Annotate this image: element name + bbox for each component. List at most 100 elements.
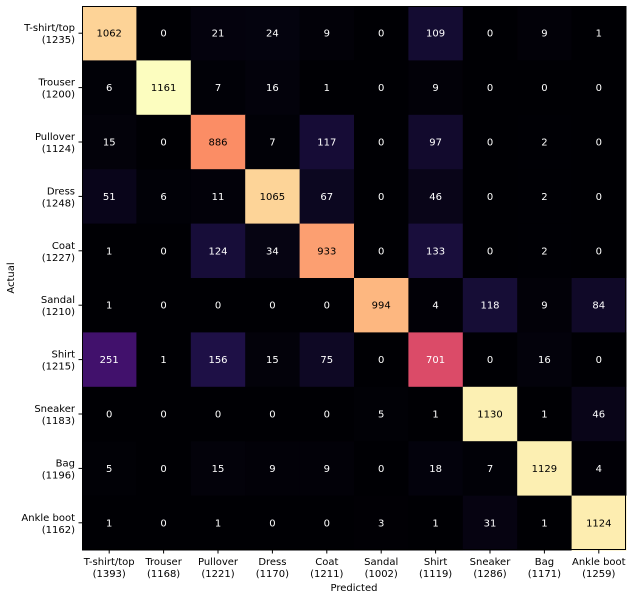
cell-value-label: 0 xyxy=(160,464,166,475)
cell-value-label: 9 xyxy=(324,464,330,475)
x-tick-label: Pullover xyxy=(198,557,239,568)
heatmap-cell xyxy=(462,169,518,225)
heatmap-cell xyxy=(136,223,192,279)
cell-value-label: 0 xyxy=(378,192,384,203)
x-tick-label: Bag xyxy=(535,557,554,568)
cell-value-label: 0 xyxy=(378,29,384,40)
cell-value-label: 0 xyxy=(269,518,275,529)
cell-value-label: 0 xyxy=(215,301,221,312)
heatmap-cell xyxy=(354,332,409,388)
heatmap-cell xyxy=(136,6,192,61)
heatmap-cell xyxy=(517,6,573,61)
cell-value-label: 2 xyxy=(541,192,547,203)
y-tick-total: (1227) xyxy=(42,253,75,264)
heatmap-cell xyxy=(462,332,518,388)
heatmap-cell xyxy=(245,495,301,551)
heatmap-cell xyxy=(245,6,301,61)
cell-value-label: 0 xyxy=(487,83,493,94)
heatmap-cell xyxy=(517,169,573,225)
plot-frame xyxy=(82,6,626,550)
cell-value-label: 0 xyxy=(487,138,493,149)
heatmap-cell xyxy=(299,278,355,333)
heatmap-cell xyxy=(354,60,409,116)
heatmap-cell xyxy=(354,223,409,279)
heatmap-cell xyxy=(82,278,137,333)
x-tick-total: (1002) xyxy=(365,569,398,580)
cell-value-label: 0 xyxy=(378,464,384,475)
heatmap-cell xyxy=(299,169,355,225)
cell-value-label: 0 xyxy=(106,410,112,421)
y-tick-label: Sandal xyxy=(41,295,75,306)
heatmap-cell xyxy=(136,114,192,170)
cell-value-label: 0 xyxy=(160,518,166,529)
cell-value-label: 0 xyxy=(160,29,166,40)
x-tick-total: (1286) xyxy=(473,569,506,580)
heatmap-cell xyxy=(136,60,192,116)
heatmap-cell xyxy=(245,332,301,388)
cell-value-label: 0 xyxy=(160,246,166,257)
cell-value-label: 51 xyxy=(103,192,116,203)
cell-value-label: 0 xyxy=(269,301,275,312)
heatmap-cell xyxy=(462,6,518,61)
heatmap-cell xyxy=(408,6,464,61)
heatmap-cell xyxy=(517,495,573,551)
y-tick-total: (1215) xyxy=(42,362,75,373)
cell-value-label: 251 xyxy=(100,355,119,366)
cell-value-label: 9 xyxy=(324,29,330,40)
heatmap-cell xyxy=(245,441,301,497)
cell-value-label: 16 xyxy=(538,355,551,366)
cell-value-label: 0 xyxy=(596,83,602,94)
cell-value-label: 24 xyxy=(266,29,279,40)
cell-value-label: 0 xyxy=(324,410,330,421)
y-tick-label: Ankle boot xyxy=(21,513,75,524)
y-tick-total: (1210) xyxy=(42,307,75,318)
heatmap-cell xyxy=(299,441,355,497)
heatmap-cell xyxy=(82,495,137,551)
cell-value-label: 0 xyxy=(215,410,221,421)
heatmap-cell xyxy=(82,6,137,61)
cell-value-label: 0 xyxy=(487,355,493,366)
y-tick-total: (1124) xyxy=(42,144,75,155)
x-tick-total: (1221) xyxy=(201,569,234,580)
cell-value-label: 0 xyxy=(269,410,275,421)
heatmap-cell xyxy=(245,60,301,116)
x-tick-label: Sneaker xyxy=(470,557,512,568)
heatmap-cell xyxy=(408,278,464,333)
cell-value-label: 156 xyxy=(208,355,227,366)
x-tick-label: Trouser xyxy=(144,557,182,568)
heatmap-cell xyxy=(190,223,246,279)
cell-value-label: 31 xyxy=(484,518,497,529)
heatmap-cell xyxy=(82,60,137,116)
cell-value-label: 0 xyxy=(596,355,602,366)
cell-value-label: 0 xyxy=(378,138,384,149)
heatmap-cell xyxy=(136,169,192,225)
cell-value-label: 701 xyxy=(426,355,445,366)
heatmap-cell xyxy=(245,223,301,279)
x-tick-label: Coat xyxy=(315,557,338,568)
heatmap-cell xyxy=(408,441,464,497)
heatmap-cell xyxy=(571,495,627,551)
heatmap-cell xyxy=(571,114,627,170)
heatmap-cell xyxy=(136,386,192,442)
cell-value-label: 1065 xyxy=(260,192,285,203)
x-tick-total: (1259) xyxy=(582,569,615,580)
heatmap-cell xyxy=(354,495,409,551)
x-tick-label: Ankle boot xyxy=(572,557,626,568)
heatmap-cell xyxy=(517,60,573,116)
heatmap-cell xyxy=(136,332,192,388)
cell-value-label: 0 xyxy=(596,138,602,149)
heatmap-cell xyxy=(517,223,573,279)
y-tick-total: (1162) xyxy=(42,525,75,536)
heatmap-cell xyxy=(354,6,409,61)
cell-value-label: 16 xyxy=(266,83,279,94)
cell-value-label: 1 xyxy=(541,410,547,421)
heatmap-cell xyxy=(517,386,573,442)
heatmap-cell xyxy=(408,60,464,116)
heatmap-cell xyxy=(462,386,518,442)
heatmap-cell xyxy=(190,386,246,442)
cell-value-label: 0 xyxy=(487,246,493,257)
heatmap-cell xyxy=(190,495,246,551)
cell-value-label: 117 xyxy=(317,138,336,149)
heatmap-cell xyxy=(571,169,627,225)
